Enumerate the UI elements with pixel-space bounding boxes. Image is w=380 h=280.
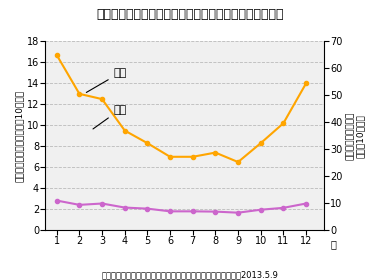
- Text: 自宅: 自宅: [86, 68, 127, 92]
- Text: 月: 月: [331, 240, 337, 250]
- Y-axis label: 病院における死亡率
［人／10万人］: 病院における死亡率 ［人／10万人］: [345, 112, 365, 160]
- Y-axis label: 自宅における死亡率［人／10万人］: 自宅における死亡率［人／10万人］: [15, 90, 24, 182]
- Text: 出典：村上周三「建築学・医学の連携による健康住宅の推進」2013.5.9: 出典：村上周三「建築学・医学の連携による健康住宅の推進」2013.5.9: [101, 270, 279, 279]
- Text: 病院: 病院: [93, 105, 127, 129]
- Text: 心疾患における冬の死亡率の増加：自宅との病院の比較: 心疾患における冬の死亡率の増加：自宅との病院の比較: [96, 8, 284, 21]
